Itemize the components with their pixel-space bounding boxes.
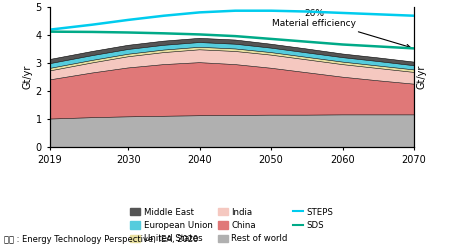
Text: 출처 : Energy Technology Perspective, IEA, 2020: 출처 : Energy Technology Perspective, IEA,… [4,235,199,244]
Y-axis label: Gt/yr: Gt/yr [23,65,33,89]
Legend: Middle East, European Union, United States, India, China, Rest of world, STEPS, : Middle East, European Union, United Stat… [130,208,333,243]
Text: 26%
Material efficiency: 26% Material efficiency [272,9,410,48]
Y-axis label: Gt/yr: Gt/yr [417,65,427,89]
